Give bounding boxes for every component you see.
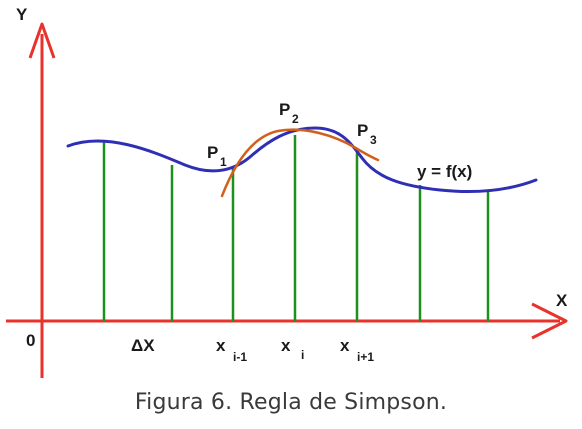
function-label: y = f(x) <box>417 162 472 181</box>
point-p3-label: P 3 <box>357 121 377 147</box>
delta-x-label: ΔX <box>131 336 155 355</box>
x-axis-arrowhead <box>531 302 568 340</box>
svg-text:x: x <box>281 336 291 355</box>
origin-label: 0 <box>26 331 35 350</box>
svg-text:P: P <box>207 143 218 162</box>
svg-text:1: 1 <box>220 155 227 169</box>
svg-text:3: 3 <box>370 133 377 147</box>
svg-text:i-1: i-1 <box>233 350 247 364</box>
svg-text:x: x <box>340 336 350 355</box>
figure-caption: Figura 6. Regla de Simpson. <box>134 390 448 415</box>
svg-text:P: P <box>357 121 368 140</box>
point-p2-label: P 2 <box>279 100 299 126</box>
y-axis-arrowhead <box>28 22 56 59</box>
ordinate-lines <box>102 135 490 321</box>
function-curve <box>66 126 538 193</box>
axes <box>6 22 568 378</box>
x-axis-label: X <box>556 291 568 310</box>
y-axis-label: Y <box>16 5 28 24</box>
svg-text:i: i <box>301 348 304 362</box>
point-p1-label: P 1 <box>207 143 227 169</box>
svg-text:i+1: i+1 <box>357 350 374 364</box>
interpolating-parabola <box>220 128 380 198</box>
svg-text:P: P <box>279 100 290 119</box>
x-i-plus-1-label: x i+1 <box>340 336 374 364</box>
svg-text:x: x <box>216 336 226 355</box>
svg-text:2: 2 <box>292 112 299 126</box>
x-i-minus-1-label: x i-1 <box>216 336 247 364</box>
x-i-label: x i <box>281 336 304 362</box>
